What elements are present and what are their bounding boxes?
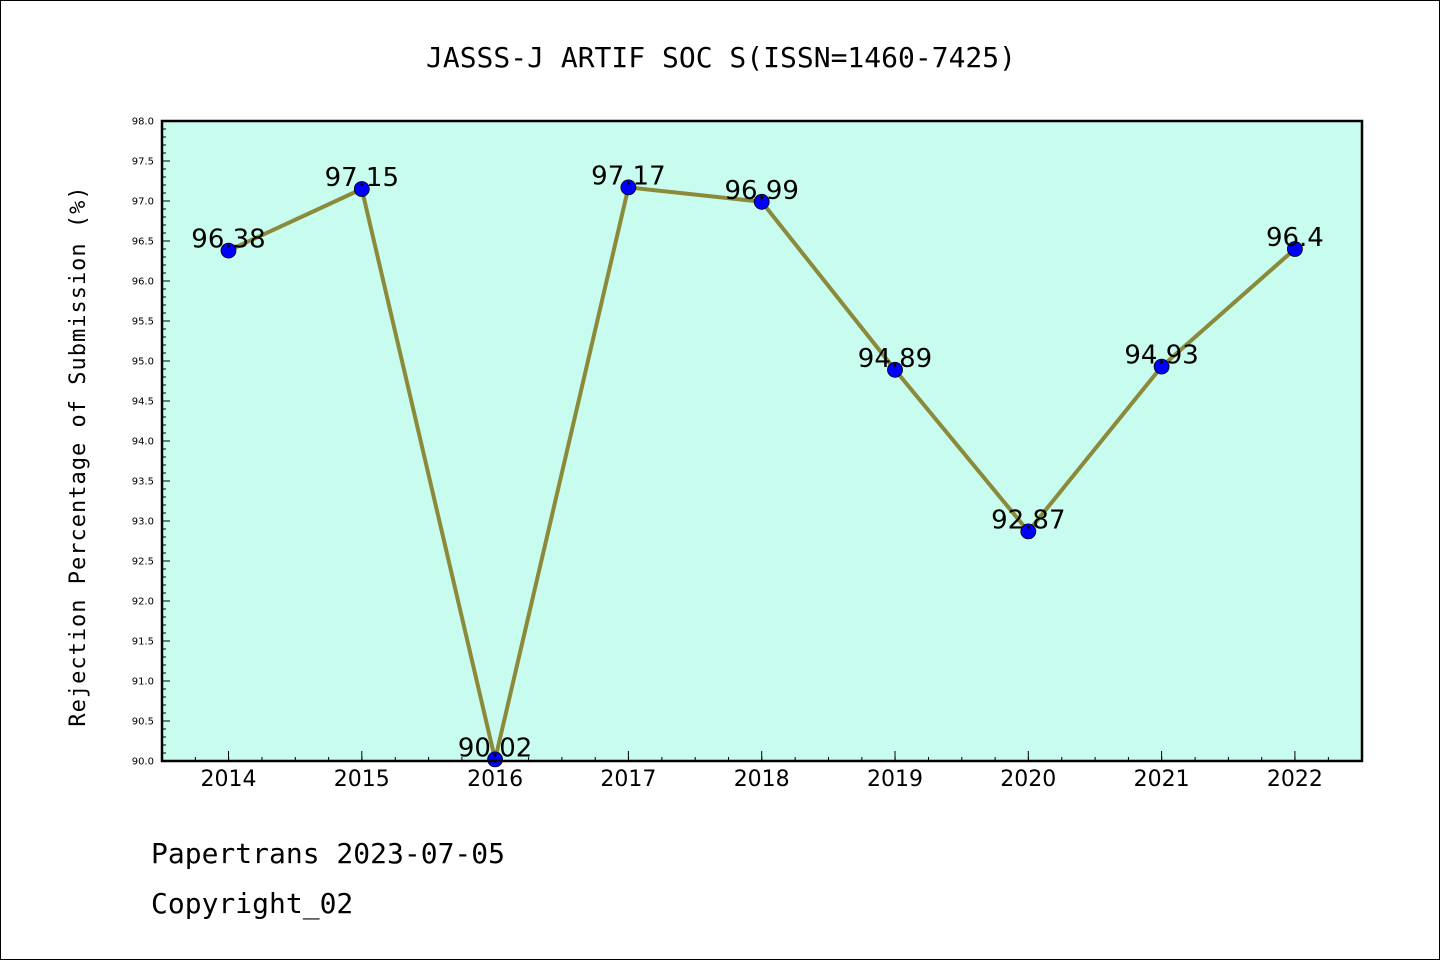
- data-label: 94.93: [1124, 341, 1198, 371]
- data-point: [1287, 241, 1303, 257]
- x-tick-label: 2021: [1134, 767, 1190, 792]
- x-tick-label: 2019: [867, 767, 923, 792]
- data-label: 94.89: [858, 344, 932, 374]
- plot-area: [162, 121, 1362, 761]
- footer-copyright: Copyright_02: [151, 887, 354, 920]
- y-tick-label: 98.0: [132, 117, 154, 128]
- data-label: 92.87: [991, 505, 1065, 535]
- y-tick-label: 95.5: [132, 317, 154, 328]
- x-tick-label: 2018: [734, 767, 790, 792]
- x-tick-label: 2016: [467, 767, 523, 792]
- x-tick-label: 2020: [1000, 767, 1056, 792]
- x-tick-label: 2014: [201, 767, 257, 792]
- y-tick-label: 97.0: [132, 197, 154, 208]
- y-tick-label: 96.0: [132, 277, 154, 288]
- x-tick-label: 2015: [334, 767, 390, 792]
- y-tick-label: 92.0: [132, 597, 154, 608]
- data-point: [353, 181, 370, 197]
- data-label: 97.17: [591, 161, 665, 191]
- data-label: 96.99: [724, 176, 798, 206]
- data-point: [887, 361, 903, 378]
- y-tick-label: 91.0: [132, 677, 154, 688]
- y-tick-label: 90.0: [132, 757, 154, 768]
- y-tick-label: 93.5: [132, 477, 154, 488]
- footer-date: Papertrans 2023-07-05: [151, 837, 506, 870]
- data-points: [220, 179, 1303, 768]
- data-point: [220, 242, 237, 259]
- data-point: [487, 751, 504, 768]
- data-label: 90.02: [458, 733, 532, 763]
- y-tick-label: 97.5: [132, 157, 154, 168]
- chart-title: JASSS-J ARTIF SOC S(ISSN=1460-7425): [426, 41, 1016, 74]
- y-tick-label: 94.0: [132, 437, 154, 448]
- y-tick-label: 96.5: [132, 237, 154, 248]
- data-point: [1020, 523, 1037, 540]
- y-tick-label: 90.5: [132, 717, 154, 728]
- y-tick-label: 92.5: [132, 557, 154, 568]
- data-label: 97.15: [325, 163, 399, 193]
- y-tick-label: 94.5: [132, 397, 154, 408]
- data-label: 96.38: [191, 225, 265, 255]
- y-tick-label: 95.0: [132, 357, 154, 368]
- data-label: 96.4: [1266, 223, 1324, 253]
- y-tick-label: 93.0: [132, 517, 154, 528]
- data-point: [753, 193, 770, 210]
- x-tick-label: 2022: [1267, 767, 1323, 792]
- x-tick-label: 2017: [600, 767, 656, 792]
- plot-frame: [160, 119, 1364, 763]
- data-point: [1153, 358, 1170, 375]
- y-axis-label: Rejection Percentage of Submission (%): [66, 185, 91, 726]
- data-point: [620, 179, 637, 196]
- y-tick-label: 91.5: [132, 637, 154, 648]
- data-labels: 96.38 97.15 90.02 97.17 96.99 94.89 92.87 94.93…: [191, 161, 1324, 763]
